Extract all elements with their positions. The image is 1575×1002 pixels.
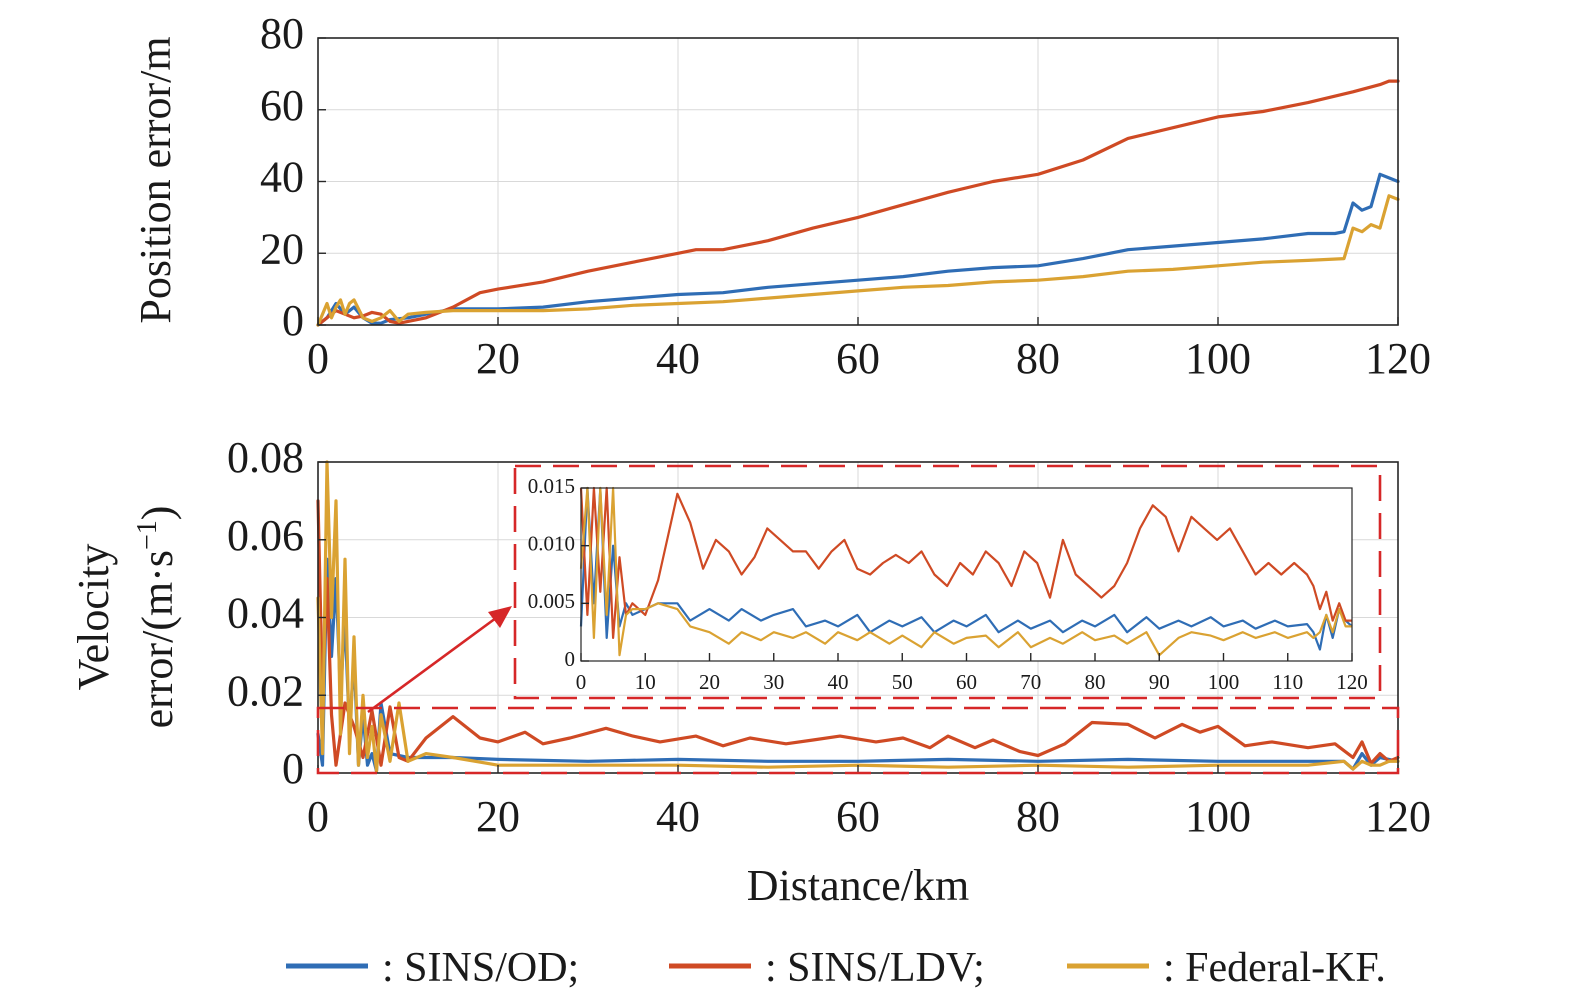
position-y-tick-label: 80 (260, 9, 304, 58)
inset-series-sins-ldv (579, 486, 1352, 639)
position-y-tick-label: 20 (260, 224, 304, 273)
legend-label-federal-kf: : Federal-KF. (1163, 945, 1386, 991)
zoom-arrow-head (488, 606, 512, 628)
velocity-y-axis-label-line1: Velocity (69, 544, 118, 691)
velocity-x-tick-label: 20 (476, 792, 520, 841)
velocity-y-tick-label: 0.02 (227, 666, 304, 715)
inset-x-tick-label: 70 (1020, 670, 1041, 694)
position-x-tick-label: 0 (307, 334, 329, 383)
inset-x-ticks: 0 10 20 30 40 50 60 70 80 90 100 110 120 (576, 653, 1368, 694)
velocity-y-tick-label: 0.08 (227, 433, 304, 482)
velocity-y-ticks: 0 0.02 0.04 0.06 0.08 (227, 433, 326, 793)
inset-x-tick-label: 120 (1336, 670, 1368, 694)
velocity-inset-zoom: 0 10 20 30 40 50 60 70 80 90 100 110 120 0 0.005 0.010… (513, 464, 1382, 700)
zoom-region-box (316, 706, 1400, 775)
inset-x-tick-label: 40 (828, 670, 849, 694)
inset-y-tick-label: 0.015 (528, 474, 575, 498)
velocity-x-tick-label: 60 (836, 792, 880, 841)
position-error-panel: 0 20 40 60 80 100 120 0 20 40 60 80 Position error… (131, 9, 1431, 383)
velocity-y-tick-label: 0.04 (227, 589, 304, 638)
velocity-y-tick-label: 0.06 (227, 511, 304, 560)
legend-label-sins-od: : SINS/OD; (382, 945, 579, 991)
position-x-tick-label: 100 (1185, 334, 1251, 383)
inset-x-tick-label: 30 (763, 670, 784, 694)
velocity-y-tick-label: 0 (282, 744, 304, 793)
inset-x-tick-label: 50 (892, 670, 913, 694)
inset-series-federal-kf (579, 486, 1352, 657)
inset-x-tick-label: 60 (956, 670, 977, 694)
position-x-tick-label: 120 (1365, 334, 1431, 383)
velocity-error-panel: 0 20 40 60 80 100 120 00.020.040.060.08 Veloci… (69, 433, 1431, 910)
inset-dashed-border (513, 464, 1382, 700)
position-y-tick-label: 0 (282, 296, 304, 345)
inset-x-tick-label: 80 (1085, 670, 1106, 694)
inset-y-tick-label: 0.005 (528, 589, 575, 613)
velocity-y-axis-label-paren: ) (133, 506, 182, 521)
position-y-ticks: 0 20 40 60 80 (260, 9, 326, 345)
position-y-axis-label: Position error/m (131, 36, 180, 323)
velocity-x-tick-label: 0 (307, 792, 329, 841)
position-series-lines (316, 79, 1400, 327)
inset-series-lines (579, 486, 1353, 657)
legend-label-sins-ldv: : SINS/LDV; (765, 945, 985, 991)
velocity-x-tick-label: 100 (1185, 792, 1251, 841)
inset-y-tick-label: 0.010 (528, 531, 575, 555)
velocity-series-sins-ldv (316, 499, 1400, 767)
velocity-y-axis-label-line2: error/(m·s−1) (132, 506, 182, 729)
velocity-series-federal-kf (316, 460, 1400, 773)
velocity-y-axis-label-unit: error/(m·s (133, 550, 182, 728)
inset-x-tick-label: 100 (1208, 670, 1240, 694)
inset-y-ticks: 0 0.005 0.010 0.015 (528, 474, 589, 671)
velocity-x-ticks: 0 20 40 60 80 100 120 (307, 765, 1431, 841)
position-x-tick-label: 60 (836, 334, 880, 383)
velocity-x-tick-label: 120 (1365, 792, 1431, 841)
inset-x-tick-label: 10 (635, 670, 656, 694)
position-x-tick-label: 20 (476, 334, 520, 383)
position-x-tick-label: 40 (656, 334, 700, 383)
inset-x-tick-label: 20 (699, 670, 720, 694)
velocity-y-axis-label-exponent: −1 (132, 520, 163, 550)
position-x-ticks: 0 20 40 60 80 100 120 (307, 317, 1431, 383)
velocity-series-lines (316, 460, 1400, 773)
position-x-tick-label: 80 (1016, 334, 1060, 383)
inset-x-tick-label: 0 (576, 670, 587, 694)
velocity-x-tick-label: 40 (656, 792, 700, 841)
inset-y-tick-label: 0 (565, 647, 576, 671)
position-series-federal-kf (316, 194, 1400, 327)
velocity-x-tick-label: 80 (1016, 792, 1060, 841)
position-series-sins-od (316, 172, 1400, 327)
position-y-tick-label: 60 (260, 81, 304, 130)
position-y-tick-label: 40 (260, 153, 304, 202)
zoom-arrow (367, 616, 497, 714)
legend: : SINS/OD; : SINS/LDV; : Federal-KF. (286, 945, 1386, 991)
position-series-sins-ldv (316, 79, 1400, 327)
inset-x-tick-label: 90 (1149, 670, 1170, 694)
x-axis-label: Distance/km (747, 861, 969, 910)
inset-x-tick-label: 110 (1272, 670, 1303, 694)
